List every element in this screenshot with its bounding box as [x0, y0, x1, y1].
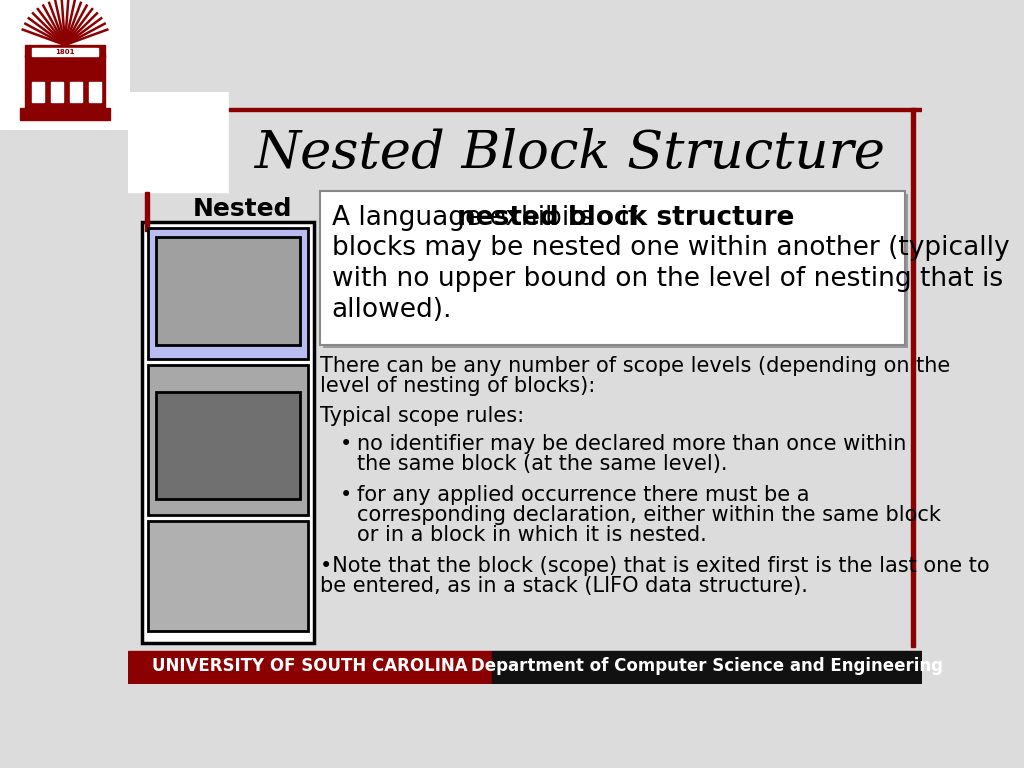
- Text: corresponding declaration, either within the same block: corresponding declaration, either within…: [357, 505, 941, 525]
- Text: no identifier may be declared more than once within: no identifier may be declared more than …: [357, 434, 907, 454]
- Bar: [128, 92, 228, 192]
- Bar: [493, 651, 922, 684]
- Bar: [156, 237, 300, 345]
- Text: with no upper bound on the level of nesting that is: with no upper bound on the level of nest…: [332, 266, 1002, 292]
- Text: •: •: [340, 434, 352, 454]
- Bar: [910, 108, 915, 647]
- Text: or in a block in which it is nested.: or in a block in which it is nested.: [357, 525, 708, 545]
- Bar: [25, 45, 105, 57]
- Bar: [70, 82, 82, 102]
- Text: if: if: [612, 204, 638, 230]
- Bar: [32, 82, 44, 102]
- Bar: [89, 82, 101, 102]
- Bar: [20, 108, 110, 120]
- Bar: [148, 365, 308, 515]
- Text: A language exhibits: A language exhibits: [332, 204, 601, 230]
- Bar: [142, 221, 314, 644]
- Text: Typical scope rules:: Typical scope rules:: [321, 406, 524, 426]
- Bar: [25, 55, 105, 110]
- Bar: [324, 194, 908, 348]
- Bar: [51, 82, 63, 102]
- Text: nested block structure: nested block structure: [458, 204, 795, 230]
- Bar: [228, 92, 922, 192]
- Text: There can be any number of scope levels (depending on the: There can be any number of scope levels …: [321, 356, 950, 376]
- Text: UNIVERSITY OF SOUTH CAROLINA: UNIVERSITY OF SOUTH CAROLINA: [153, 657, 468, 675]
- Bar: [321, 190, 905, 345]
- Bar: [148, 227, 308, 359]
- Text: •: •: [340, 485, 352, 505]
- Text: •Note that the block (scope) that is exited first is the last one to: •Note that the block (scope) that is exi…: [321, 556, 990, 576]
- Text: Nested Block Structure: Nested Block Structure: [254, 128, 886, 179]
- Text: for any applied occurrence there must be a: for any applied occurrence there must be…: [357, 485, 810, 505]
- Text: the same block (at the same level).: the same block (at the same level).: [357, 454, 728, 474]
- Text: Department of Computer Science and Engineering: Department of Computer Science and Engin…: [471, 657, 943, 675]
- Bar: [128, 651, 493, 684]
- Text: 1801: 1801: [55, 49, 75, 55]
- Bar: [32, 48, 98, 56]
- Text: be entered, as in a stack (LIFO data structure).: be entered, as in a stack (LIFO data str…: [321, 576, 808, 596]
- Bar: [148, 521, 308, 631]
- Bar: [156, 392, 300, 499]
- Bar: [228, 108, 922, 111]
- Text: Nested: Nested: [193, 197, 293, 221]
- Bar: [145, 192, 148, 230]
- Text: allowed).: allowed).: [332, 297, 453, 323]
- Text: level of nesting of blocks):: level of nesting of blocks):: [321, 376, 595, 396]
- Text: blocks may be nested one within another (typically: blocks may be nested one within another …: [332, 235, 1010, 261]
